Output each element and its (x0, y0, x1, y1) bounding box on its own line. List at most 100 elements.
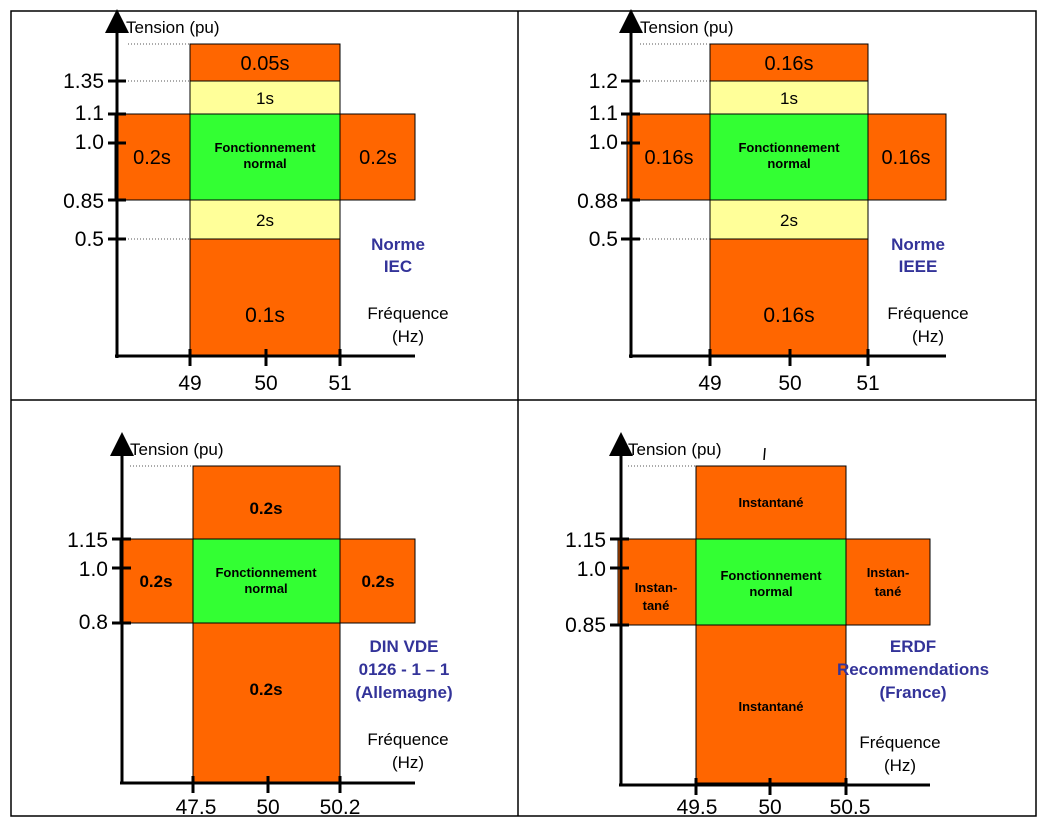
iec-y-tick: 0.5 (75, 228, 104, 251)
ieee-norm-label: Norme (891, 235, 945, 254)
ieee-normal-label: Fonctionnement (738, 140, 840, 155)
iec-y-tick: 1.1 (75, 102, 104, 125)
iec-right-time: 0.2s (359, 147, 397, 169)
ieee-upper-mid-time: 1s (780, 89, 798, 108)
erdf-normal-label: normal (749, 584, 792, 599)
erdf-region-top (695, 465, 847, 540)
iec-y-tick: 0.85 (63, 190, 104, 213)
iec-y-axis-title: Tension (pu) (126, 18, 220, 37)
erdf-normal-label: Fonctionnement (720, 568, 822, 583)
erdf-y-tick: 0.85 (565, 614, 606, 637)
ieee-axes (619, 9, 946, 366)
iec-upper-mid-time: 1s (256, 89, 274, 108)
erdf-region-right (845, 538, 931, 626)
iec-left-time: 0.2s (133, 147, 171, 169)
ieee-norm-label: IEEE (899, 257, 938, 276)
iec-normal-label: Fonctionnement (214, 140, 316, 155)
ieee-y-tick: 1.0 (589, 131, 618, 154)
din-x-axis-title: Fréquence (367, 730, 448, 749)
panel-din: Tension (pu) 1.15 1.0 0.8 47.5 50 50.2 0… (67, 432, 453, 817)
din-x-tick: 47.5 (176, 796, 217, 817)
erdf-left-time: Instan- (635, 580, 678, 595)
panel-erdf: Tension (pu) 1.15 1.0 0.85 49.5 50 50.5 … (565, 432, 989, 817)
din-y-axis-title: Tension (pu) (130, 440, 224, 459)
din-y-tick: 0.8 (79, 611, 108, 634)
ieee-region-lower-mid (709, 199, 869, 240)
din-norm-label: (Allemagne) (355, 683, 452, 702)
ieee-bottom-time: 0.16s (763, 304, 814, 327)
ieee-region-bottom (709, 238, 869, 357)
erdf-axis-title-mark (763, 447, 766, 461)
din-region-right (339, 538, 416, 624)
erdf-regions (617, 465, 931, 784)
ieee-x-tick: 51 (856, 372, 879, 395)
din-x-tick: 50 (256, 796, 279, 817)
table-grid (10, 10, 1037, 817)
ieee-lower-mid-time: 2s (780, 211, 798, 230)
ieee-y-tick: 1.2 (589, 70, 618, 93)
ieee-region-top (709, 43, 869, 82)
iec-x-tick: 49 (178, 372, 201, 395)
din-region-left (119, 538, 194, 624)
ieee-region-left (626, 113, 711, 201)
iec-region-top (189, 43, 341, 82)
ieee-region-right (867, 113, 947, 201)
erdf-x-tick: 50.5 (830, 796, 871, 817)
din-regions (119, 465, 416, 784)
iec-region-lower-mid (189, 199, 341, 240)
din-axes (110, 432, 415, 793)
ieee-region-normal (709, 113, 869, 201)
iec-lower-mid-time: 2s (256, 211, 274, 230)
iec-bottom-time: 0.1s (245, 304, 285, 327)
iec-region-bottom (189, 238, 341, 357)
iec-x-axis-unit: (Hz) (392, 327, 424, 346)
iec-normal-label: normal (243, 156, 286, 171)
din-right-time: 0.2s (361, 572, 394, 591)
erdf-x-axis-unit: (Hz) (884, 756, 916, 775)
ieee-right-time: 0.16s (882, 147, 931, 169)
iec-regions (114, 43, 416, 357)
din-norm-label: 0126 - 1 – 1 (359, 660, 450, 679)
erdf-x-tick: 49.5 (677, 796, 718, 817)
erdf-axes (609, 432, 930, 795)
ieee-y-tick: 0.88 (577, 190, 618, 213)
ieee-x-axis-unit: (Hz) (912, 327, 944, 346)
erdf-x-tick: 50 (758, 796, 781, 817)
iec-dotted-guides (128, 43, 190, 240)
din-region-top (192, 465, 341, 540)
din-region-normal (192, 538, 341, 624)
iec-top-time: 0.05s (241, 53, 290, 75)
ieee-x-tick: 49 (698, 372, 721, 395)
iec-x-tick: 51 (328, 372, 351, 395)
erdf-right-time: tané (875, 584, 902, 599)
panel-iec: Tension (pu) 1.35 1.1 1.0 0.85 0.5 49 50… (63, 9, 449, 395)
ieee-top-time: 0.16s (765, 53, 814, 75)
iec-region-upper-mid (189, 80, 341, 115)
erdf-region-bottom (695, 624, 847, 784)
erdf-norm-label: Recommendations (837, 660, 989, 679)
din-normal-label: normal (244, 581, 287, 596)
din-x-axis-unit: (Hz) (392, 753, 424, 772)
iec-axes (105, 9, 415, 366)
erdf-region-normal (695, 538, 847, 626)
iec-x-tick: 50 (254, 372, 277, 395)
iec-norm-label: Norme (371, 235, 425, 254)
din-top-time: 0.2s (249, 499, 282, 518)
ieee-y-axis-title: Tension (pu) (640, 18, 734, 37)
ieee-left-time: 0.16s (645, 147, 694, 169)
din-normal-label: Fonctionnement (215, 565, 317, 580)
iec-y-tick: 1.0 (75, 131, 104, 154)
ieee-region-upper-mid (709, 80, 869, 115)
ieee-x-tick: 50 (778, 372, 801, 395)
din-y-tick: 1.15 (67, 529, 108, 552)
erdf-left-time: tané (643, 598, 670, 613)
din-left-time: 0.2s (139, 572, 172, 591)
din-y-tick: 1.0 (79, 558, 108, 581)
din-norm-label: DIN VDE (370, 637, 439, 656)
erdf-norm-label: (France) (879, 683, 946, 702)
erdf-norm-label: ERDF (890, 637, 936, 656)
din-region-bottom (192, 622, 341, 784)
iec-region-right (339, 113, 416, 201)
iec-y-tick: 1.35 (63, 70, 104, 93)
